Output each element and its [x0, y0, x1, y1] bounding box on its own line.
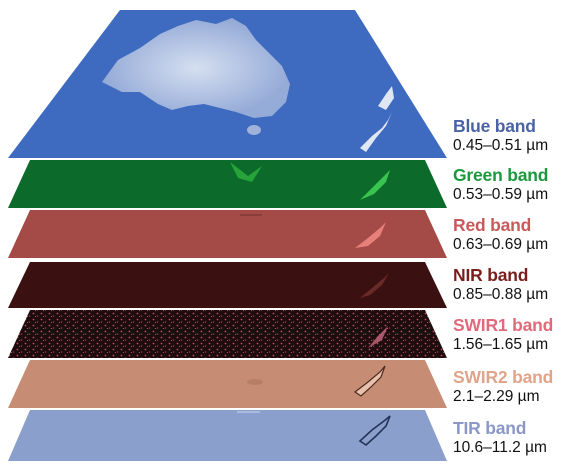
australia-shape [102, 18, 290, 118]
label-swir1-band: SWIR1 band 1.56–1.65 µm [453, 315, 564, 353]
new-zealand-shape [360, 86, 394, 152]
layer-blue [8, 10, 447, 158]
nz-hint-green [360, 170, 390, 200]
band-range-swir1: 1.56–1.65 µm [453, 335, 549, 353]
nz-hint-swir1 [368, 326, 388, 348]
layer-swir1 [8, 310, 447, 358]
layer-red [8, 210, 447, 258]
label-swir2-band: SWIR2 band 2.1–2.29 µm [453, 367, 564, 405]
nz-outline-tir [358, 415, 391, 447]
layer-nir [8, 262, 447, 308]
band-name-red: Red band [453, 215, 532, 235]
band-range-nir: 0.85–0.88 µm [453, 285, 549, 303]
band-range-green: 0.53–0.59 µm [453, 185, 549, 203]
layer-swir2 [8, 360, 447, 408]
band-name-swir2: SWIR2 band [453, 367, 554, 387]
label-red-band: Red band 0.63–0.69 µm [453, 215, 564, 253]
label-nir-band: NIR band 0.85–0.88 µm [453, 265, 564, 303]
nz-outline-swir2 [353, 365, 386, 397]
band-name-nir: NIR band [453, 265, 529, 285]
layer-green [8, 160, 447, 208]
band-name-tir: TIR band [453, 418, 527, 438]
band-name-green: Green band [453, 165, 549, 185]
band-range-tir: 10.6–11.2 µm [453, 438, 547, 456]
band-name-blue: Blue band [453, 116, 536, 136]
layer-tir [8, 410, 447, 461]
label-tir-band: TIR band 10.6–11.2 µm [453, 418, 564, 456]
band-range-red: 0.63–0.69 µm [453, 235, 549, 253]
band-range-swir2: 2.1–2.29 µm [453, 387, 540, 405]
tasmania-shape [247, 125, 261, 135]
label-blue-band: Blue band 0.45–0.51 µm [453, 116, 564, 154]
aus-hint-green [230, 162, 262, 182]
nz-hint-red [355, 222, 386, 248]
band-name-swir1: SWIR1 band [453, 315, 554, 335]
label-green-band: Green band 0.53–0.59 µm [453, 165, 564, 203]
band-range-blue: 0.45–0.51 µm [453, 136, 549, 154]
